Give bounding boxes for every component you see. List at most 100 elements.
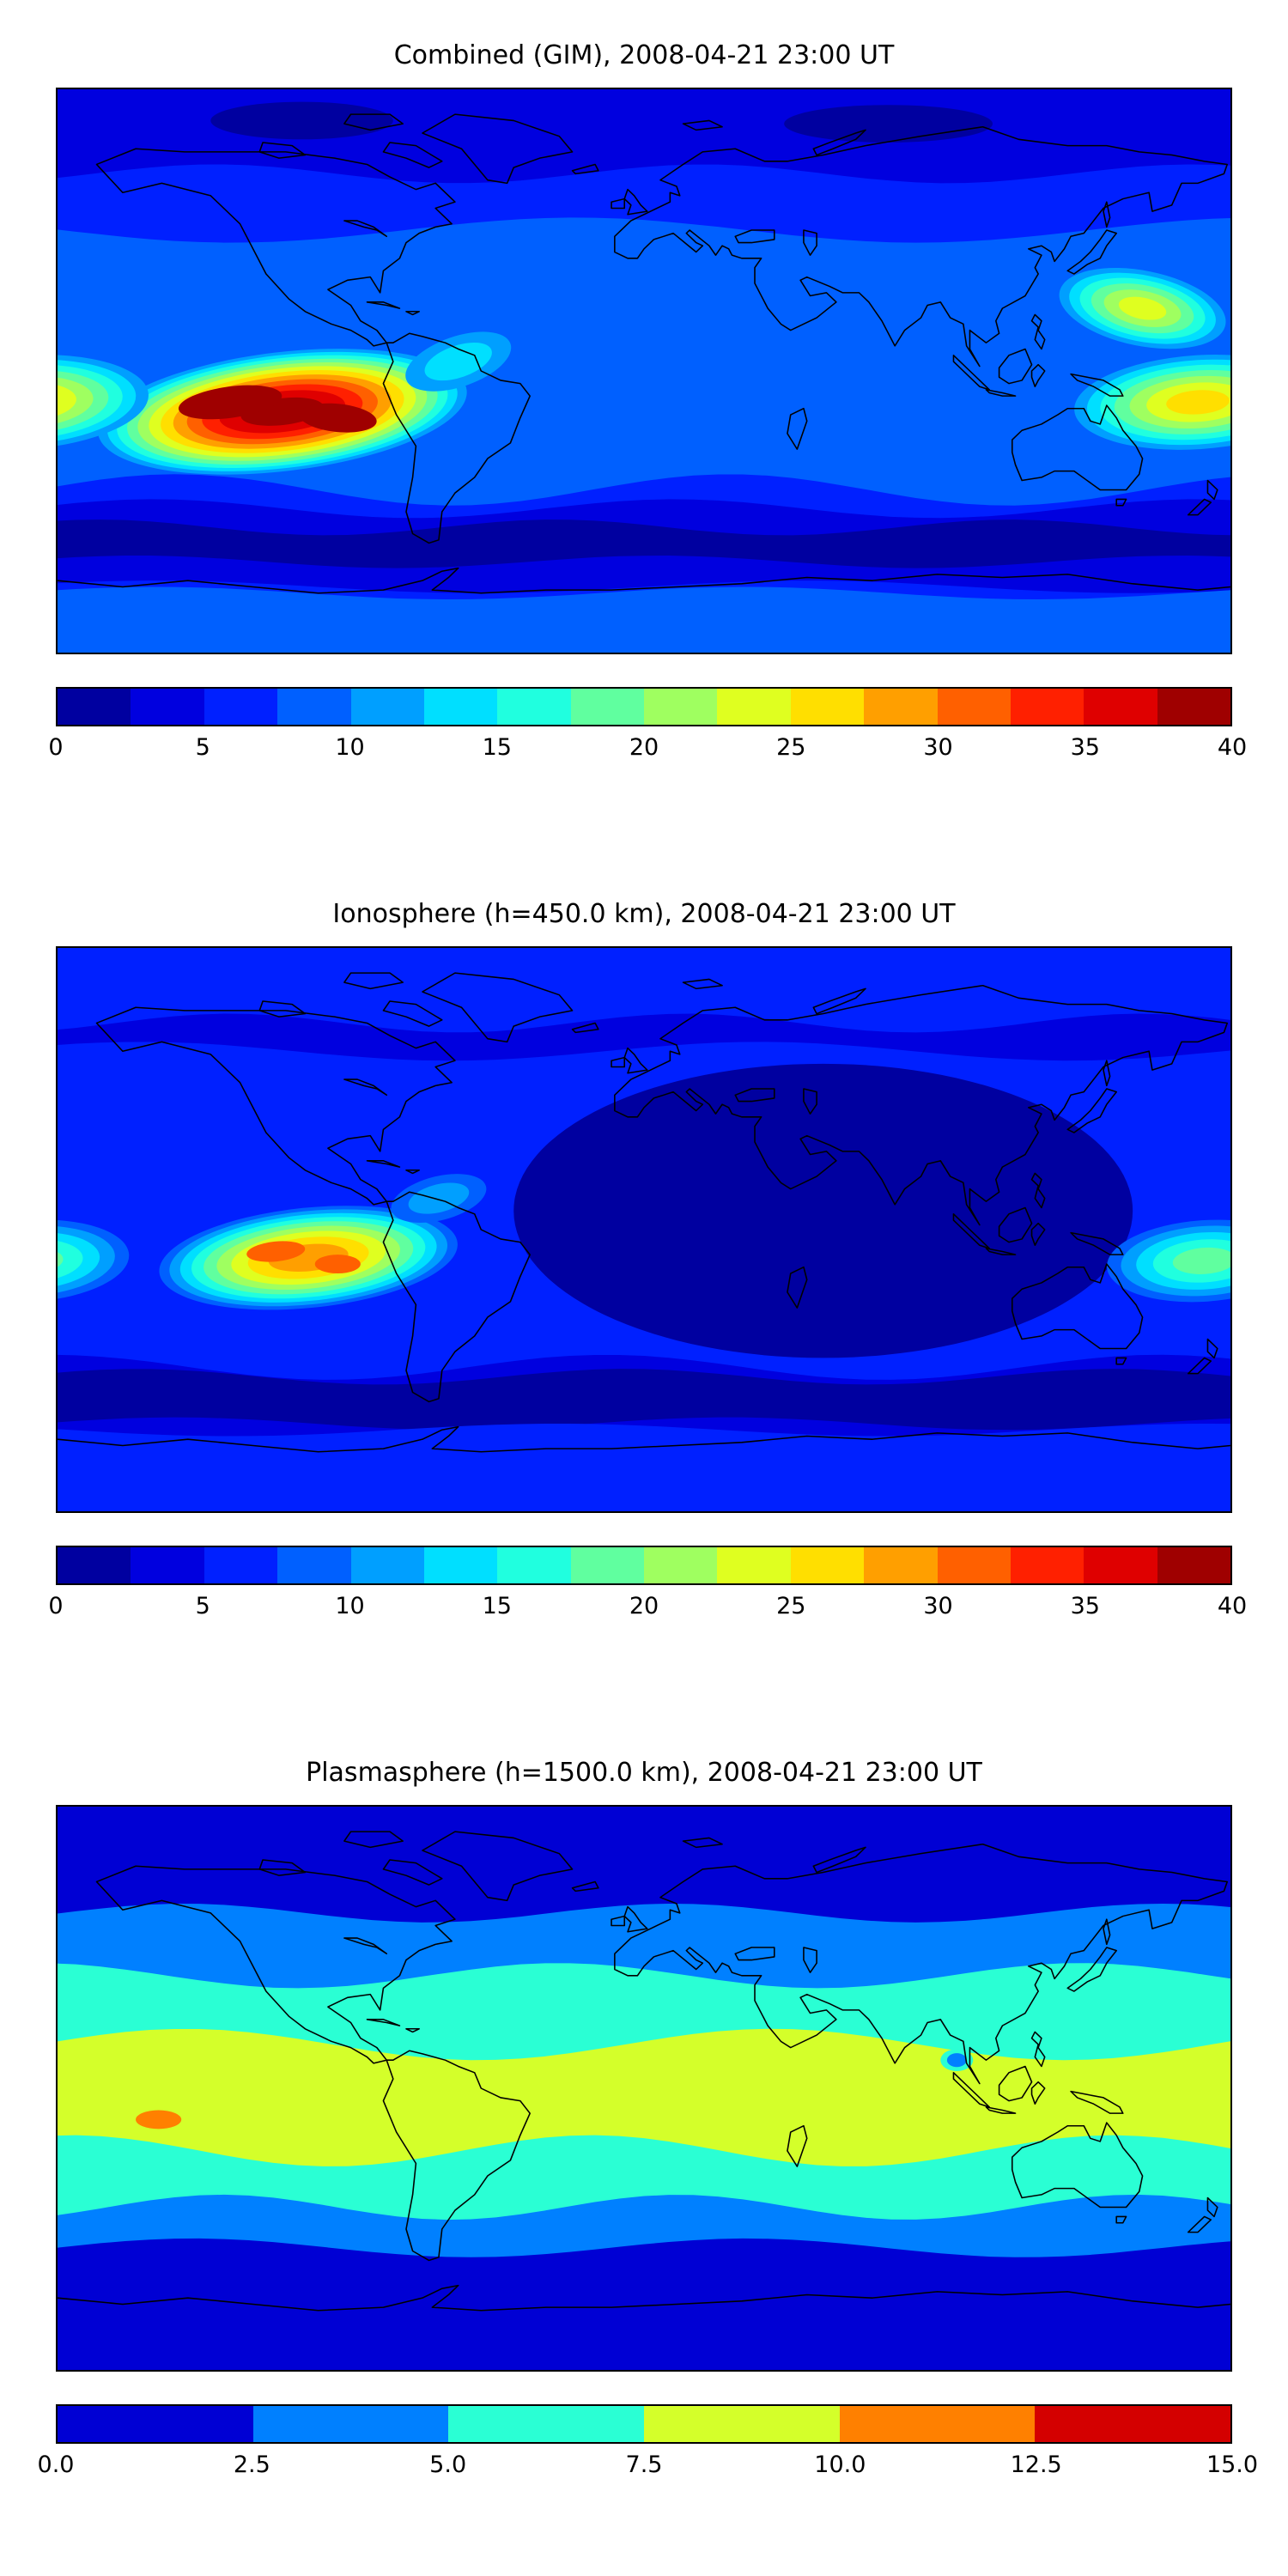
colorbar-segment xyxy=(644,1547,718,1583)
coastline-path xyxy=(1187,1357,1212,1375)
colorbar-tick-label: 5 xyxy=(195,734,210,761)
coastline-path xyxy=(405,1169,420,1175)
coastline-path xyxy=(998,348,1033,385)
colorbar-gradient-combined xyxy=(56,687,1232,726)
colorbar-tick-label: 40 xyxy=(1217,734,1248,761)
coastline-path xyxy=(614,125,1229,368)
colorbar-segment xyxy=(1010,1547,1084,1583)
coastline-path xyxy=(611,1056,626,1068)
colorbar-segment xyxy=(350,1547,424,1583)
coastline-path xyxy=(803,1088,817,1115)
coastline-path xyxy=(1206,2196,1218,2218)
colorbar-segment xyxy=(58,1547,131,1583)
colorbar-segment xyxy=(937,689,1011,725)
coastline-path xyxy=(1070,2090,1124,2114)
coastline-path xyxy=(952,355,991,391)
colorbar-segment xyxy=(1157,689,1230,725)
coastline-path xyxy=(258,1000,307,1018)
coastline-path xyxy=(812,129,866,156)
colorbar-segment xyxy=(717,1547,791,1583)
coastline-path xyxy=(405,310,420,316)
coastline-path xyxy=(611,1915,626,1927)
coastline-path xyxy=(58,2284,1230,2312)
contour-ring xyxy=(1166,390,1230,415)
colorbar-tick-label: 0.0 xyxy=(37,2451,75,2478)
colorbar-segment xyxy=(131,689,204,725)
colorbar-gradient-ionosphere xyxy=(56,1546,1232,1585)
coastline-path xyxy=(382,142,443,168)
colorbar-tick-label: 12.5 xyxy=(1010,2451,1062,2478)
coastline-path xyxy=(803,229,817,256)
coastline-path xyxy=(623,188,648,216)
coastline-path xyxy=(1030,2081,1046,2105)
colorbar-segment xyxy=(937,1547,1011,1583)
colorbar-segment xyxy=(350,689,424,725)
coastline-path xyxy=(623,1047,648,1074)
colorbar-tick-label: 25 xyxy=(776,734,806,761)
coastline-path xyxy=(985,389,1017,397)
colorbar-tick-label: 25 xyxy=(776,1593,806,1619)
contour-ring xyxy=(1118,296,1167,320)
world-map-svg-ionosphere xyxy=(58,948,1230,1511)
contour-patch xyxy=(946,2053,967,2068)
contour-ring xyxy=(246,1241,306,1262)
coastline-path xyxy=(1115,1357,1127,1365)
coastline-path xyxy=(405,2027,420,2033)
coastline-path xyxy=(1103,201,1111,228)
colorbar-segment xyxy=(1010,689,1084,725)
coastline-path xyxy=(998,1206,1033,1243)
coastline-path xyxy=(803,1947,817,1973)
coastline-path xyxy=(985,2106,1017,2114)
coastline-path xyxy=(787,407,808,450)
colorbar-segment xyxy=(423,689,498,725)
coastline-path xyxy=(1070,1231,1124,1255)
coastline-path xyxy=(787,1266,808,1309)
colorbar-tick-label: 5 xyxy=(195,1593,210,1619)
colorbar-tick-label: 5.0 xyxy=(429,2451,467,2478)
colorbar-tick-label: 2.5 xyxy=(233,2451,270,2478)
colorbar-tick-label: 35 xyxy=(1070,1593,1100,1619)
coastline-path xyxy=(614,984,1229,1226)
coastline-path xyxy=(1115,498,1127,507)
panel-ionosphere-title: Ionosphere (h=450.0 km), 2008-04-21 23:0… xyxy=(332,899,956,929)
contour-ring xyxy=(299,403,377,433)
colorbar-segment xyxy=(277,1547,351,1583)
colorbar-segment xyxy=(1157,1547,1230,1583)
coastline-path xyxy=(1187,498,1212,516)
coastline-path xyxy=(382,1000,443,1027)
contour-ring xyxy=(314,1255,361,1274)
coastline-path xyxy=(1030,363,1046,387)
coastline-path xyxy=(734,1088,775,1103)
coastline-path xyxy=(998,2065,1033,2102)
colorbar-tick-label: 7.5 xyxy=(625,2451,663,2478)
world-map-svg-plasmasphere xyxy=(58,1807,1230,2370)
coastline-path xyxy=(422,972,574,1043)
map-plasmasphere xyxy=(56,1805,1232,2372)
coastline-path xyxy=(258,1859,307,1876)
coastline-path xyxy=(366,301,401,309)
coastline-path xyxy=(985,1248,1017,1255)
coastline-path xyxy=(343,113,404,131)
colorbar-tick-label: 10 xyxy=(335,1593,365,1619)
colorbar-tick-label: 10 xyxy=(335,734,365,761)
contour-patch xyxy=(784,105,993,143)
coastline-path xyxy=(1206,479,1218,501)
coastline-path xyxy=(734,1947,775,1961)
coastline-path xyxy=(382,1859,443,1886)
coastline-path xyxy=(343,972,404,990)
coastline-path xyxy=(1030,313,1046,350)
colorbar-segment xyxy=(131,1547,204,1583)
coastline-path xyxy=(787,2124,808,2167)
colorbar-ionosphere: 0 5 10 15 20 25 30 35 40 xyxy=(48,1546,1247,1625)
coastline-path xyxy=(1187,2215,1212,2233)
coastline-path xyxy=(1070,373,1124,397)
coastline-path xyxy=(623,1905,648,1933)
colorbar-segment xyxy=(204,689,278,725)
colorbar-tick-label: 40 xyxy=(1217,1593,1248,1619)
coastline-path xyxy=(682,978,723,990)
world-map-svg-combined xyxy=(58,89,1230,653)
colorbar-segment xyxy=(570,689,644,725)
coastline-path xyxy=(1066,229,1117,275)
contour-patch xyxy=(513,1063,1133,1358)
colorbar-segment xyxy=(790,1547,865,1583)
